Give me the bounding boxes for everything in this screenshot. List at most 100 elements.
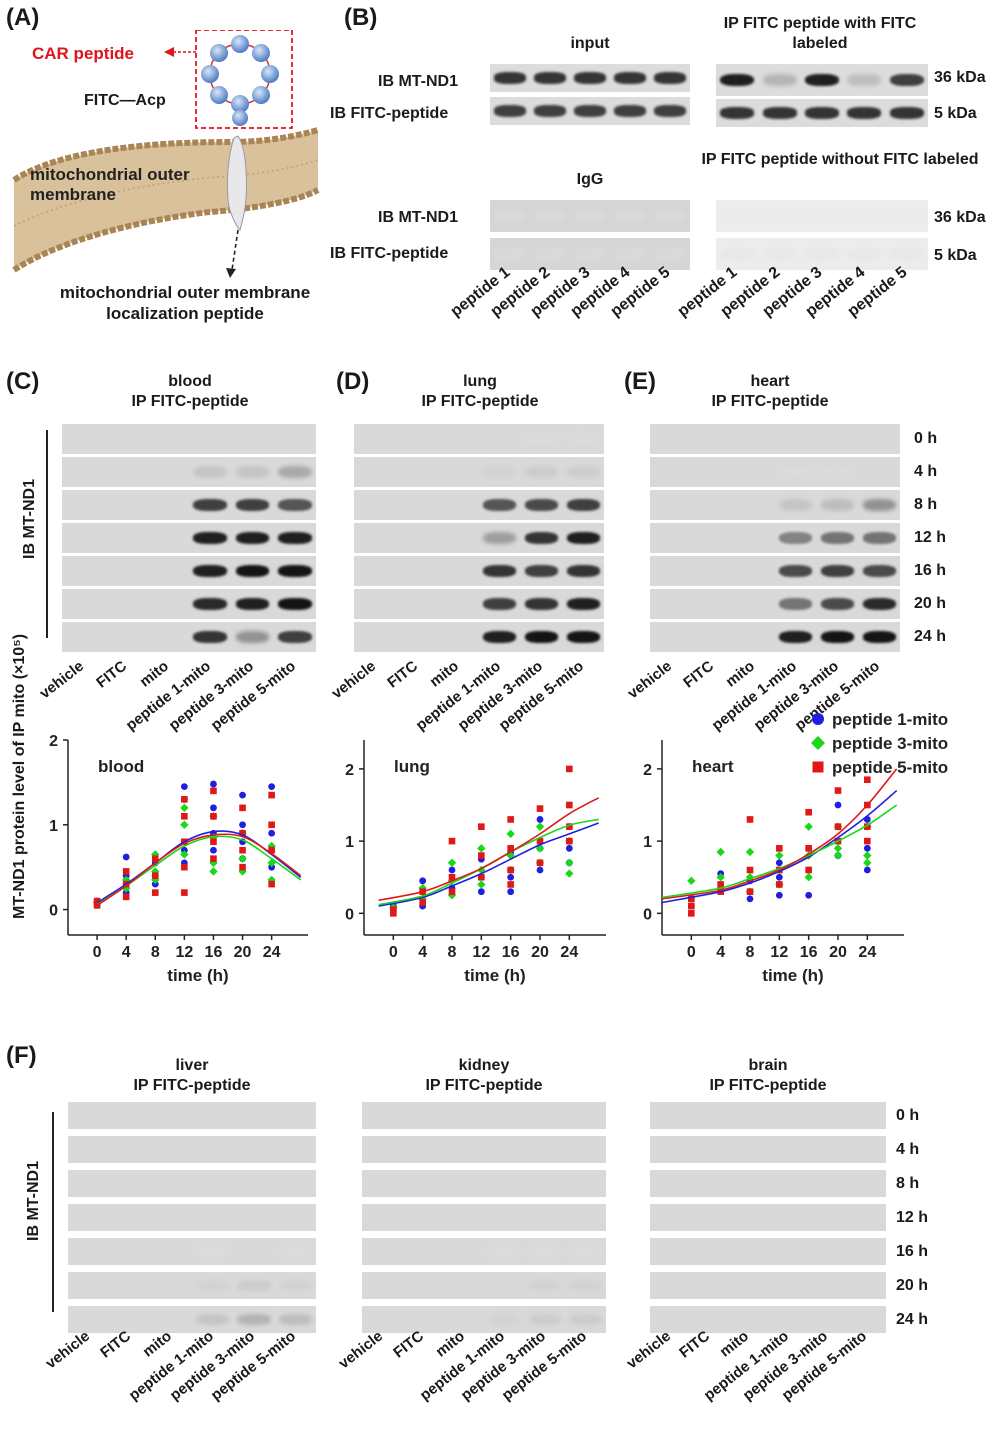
blot-band bbox=[277, 532, 312, 544]
point-peptide-5 bbox=[448, 888, 456, 895]
blot-band bbox=[779, 565, 813, 577]
blot-band bbox=[193, 466, 228, 478]
point-peptide-5 bbox=[151, 872, 159, 879]
fit-line bbox=[661, 768, 898, 900]
f-kidney-ip: IP FITC-peptide bbox=[425, 1077, 543, 1094]
point-peptide-5 bbox=[448, 837, 456, 845]
blot-band bbox=[779, 598, 813, 610]
point-peptide-5 bbox=[566, 765, 573, 773]
blot-band bbox=[779, 499, 813, 511]
point-peptide-3 bbox=[863, 858, 872, 867]
point-peptide-5 bbox=[239, 829, 246, 837]
blot-band bbox=[524, 499, 559, 511]
blot-band bbox=[566, 532, 600, 544]
x-tick-label: 8 bbox=[746, 944, 755, 961]
blot-lung-row bbox=[354, 622, 604, 652]
point-peptide-5 bbox=[93, 902, 101, 909]
input-title: input bbox=[570, 35, 610, 52]
point-peptide-5 bbox=[805, 866, 812, 874]
blot-ip-without-fitc bbox=[716, 238, 928, 270]
blot-blood-row bbox=[62, 490, 316, 520]
blot-brain-row bbox=[650, 1306, 886, 1333]
blot-band bbox=[847, 73, 882, 87]
point-peptide-1 bbox=[863, 844, 871, 852]
fit-line bbox=[661, 789, 898, 904]
point-peptide-3 bbox=[745, 847, 755, 857]
blot-input-mt bbox=[490, 64, 690, 92]
blot-kidney-row bbox=[362, 1238, 606, 1265]
x-tick-label: 4 bbox=[122, 944, 131, 961]
d-ip-title: IP FITC-peptide bbox=[421, 393, 539, 410]
blot-band bbox=[235, 598, 270, 610]
y-axis-label: MT-ND1 protein level of IP mito (×10⁵) bbox=[11, 634, 29, 919]
point-peptide-3 bbox=[565, 869, 574, 878]
blot-liver-row bbox=[68, 1306, 316, 1333]
blot-band bbox=[524, 532, 559, 544]
point-peptide-3 bbox=[477, 880, 486, 889]
point-peptide-1 bbox=[122, 853, 130, 861]
igg-title: IgG bbox=[576, 171, 604, 188]
point-peptide-5 bbox=[151, 889, 159, 896]
blot-heart-row bbox=[650, 490, 900, 520]
point-peptide-1 bbox=[477, 888, 485, 896]
legend-marker bbox=[812, 761, 824, 773]
point-peptide-5 bbox=[268, 821, 275, 829]
point-peptide-1 bbox=[805, 891, 813, 899]
x-tick-label: 16 bbox=[205, 944, 223, 961]
point-peptide-5 bbox=[122, 893, 130, 901]
panel-label-a: (A) bbox=[6, 4, 40, 31]
blot-band bbox=[494, 247, 526, 261]
f-ib-label: IB MT-ND1 bbox=[25, 1161, 42, 1241]
x-tick-label: 24 bbox=[263, 944, 281, 961]
kda-36-bottom: 36 kDa bbox=[934, 209, 986, 226]
blot-band bbox=[820, 499, 855, 511]
y-tick-label: 0 bbox=[49, 903, 58, 920]
blot-band bbox=[614, 72, 646, 84]
point-peptide-1 bbox=[507, 888, 515, 896]
blot-band bbox=[196, 1246, 230, 1257]
point-peptide-5 bbox=[181, 813, 188, 820]
point-peptide-5 bbox=[805, 845, 812, 852]
point-peptide-3 bbox=[535, 822, 545, 831]
fit-line bbox=[378, 818, 599, 906]
blot-band bbox=[196, 1314, 230, 1325]
blot-lung-row bbox=[354, 424, 604, 454]
blot-kidney-row bbox=[362, 1272, 606, 1299]
x-tick-label: 0 bbox=[93, 944, 102, 961]
blot-band bbox=[566, 466, 600, 478]
point-peptide-1 bbox=[775, 891, 783, 899]
blot-band bbox=[277, 466, 312, 478]
blot-band bbox=[614, 247, 646, 261]
point-peptide-5 bbox=[181, 796, 188, 803]
x-tick-label: 0 bbox=[389, 944, 398, 961]
point-peptide-3 bbox=[833, 851, 843, 860]
blot-lung-row bbox=[354, 523, 604, 553]
x-tick-label: 20 bbox=[531, 944, 549, 961]
f-liver-title: liver bbox=[175, 1057, 209, 1074]
blot-band bbox=[278, 1314, 312, 1325]
blot-band bbox=[889, 209, 924, 223]
chart-title: heart bbox=[692, 757, 734, 776]
blot-kidney-row bbox=[362, 1170, 606, 1197]
point-peptide-5 bbox=[805, 808, 812, 816]
blot-band bbox=[805, 73, 839, 87]
blot-band bbox=[235, 466, 270, 478]
point-peptide-5 bbox=[122, 868, 130, 875]
blot-igg-fitc bbox=[490, 238, 690, 270]
point-peptide-5 bbox=[419, 899, 426, 906]
point-peptide-5 bbox=[239, 863, 246, 871]
blot-band bbox=[193, 631, 228, 643]
point-peptide-5 bbox=[536, 859, 544, 867]
y-tick-label: 2 bbox=[643, 762, 652, 779]
blot-band bbox=[574, 105, 606, 117]
x-axis-label: time (h) bbox=[167, 966, 228, 985]
y-tick-label: 2 bbox=[49, 733, 58, 750]
blot-band bbox=[494, 209, 526, 223]
b-row-mt-2: IB MT-ND1 bbox=[378, 209, 458, 226]
point-peptide-5 bbox=[688, 910, 695, 917]
y-tick-label: 1 bbox=[345, 834, 354, 851]
x-tick-label: 24 bbox=[560, 944, 578, 961]
time-label: 20 h bbox=[896, 1276, 929, 1294]
blot-band bbox=[805, 209, 839, 223]
time-label: 24 h bbox=[914, 628, 947, 645]
